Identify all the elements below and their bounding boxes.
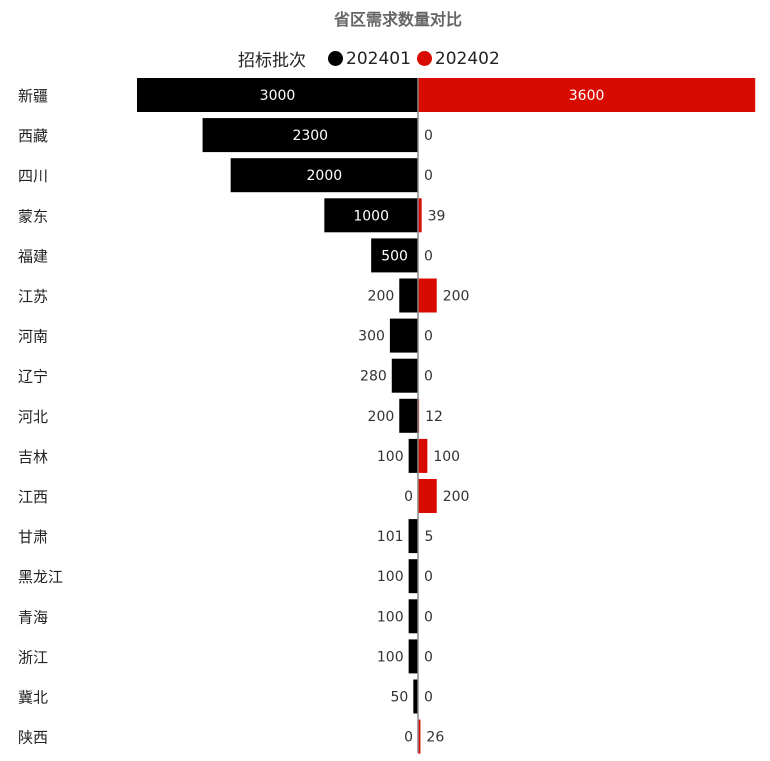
category-label: 河北 xyxy=(18,408,48,426)
data-label: 0 xyxy=(424,569,433,585)
bar-202401[interactable] xyxy=(413,679,418,714)
bar-202402[interactable] xyxy=(418,78,756,112)
bar-202401[interactable] xyxy=(408,519,418,554)
legend-label: 202401 xyxy=(346,48,411,69)
bar-202401[interactable] xyxy=(230,158,418,193)
bar-202401[interactable] xyxy=(202,118,418,153)
data-label: 200 xyxy=(368,409,395,425)
category-label: 陕西 xyxy=(18,729,48,747)
bar-202401[interactable] xyxy=(399,398,418,433)
data-label: 3000 xyxy=(260,88,296,104)
data-label: 0 xyxy=(424,329,433,345)
data-label: 100 xyxy=(433,449,460,465)
legend-marker-icon xyxy=(416,51,432,66)
data-label: 100 xyxy=(377,649,404,665)
bar-202401[interactable] xyxy=(324,198,418,233)
category-label: 浙江 xyxy=(18,648,48,666)
data-label: 0 xyxy=(424,690,433,706)
legend-title: 招标批次 xyxy=(238,51,306,71)
data-label: 300 xyxy=(358,329,385,345)
bar-202402[interactable] xyxy=(418,198,422,233)
category-label: 新疆 xyxy=(18,87,48,105)
bar-202401[interactable] xyxy=(371,238,418,273)
data-label: 500 xyxy=(381,248,408,264)
legend-marker-icon xyxy=(328,51,343,66)
legend: 招标批次 202401 202402 xyxy=(238,46,500,72)
bar-202401[interactable] xyxy=(391,358,418,393)
bar-202402[interactable] xyxy=(418,278,437,313)
data-label: 26 xyxy=(426,730,444,746)
category-label: 西藏 xyxy=(18,127,48,145)
bar-202402[interactable] xyxy=(418,479,437,513)
category-label: 冀北 xyxy=(18,689,48,707)
data-label: 50 xyxy=(390,690,408,706)
data-label: 100 xyxy=(377,569,404,585)
data-label: 5 xyxy=(424,529,433,545)
category-label: 甘肃 xyxy=(18,528,48,546)
data-label: 100 xyxy=(377,449,404,465)
legend-item-202402[interactable]: 202402 xyxy=(416,48,500,69)
data-label: 200 xyxy=(443,489,470,505)
data-label: 0 xyxy=(424,369,433,385)
bar-202402[interactable] xyxy=(418,719,421,754)
category-label: 福建 xyxy=(18,247,48,265)
bar-202401[interactable] xyxy=(408,559,418,594)
chart-title: 省区需求数量对比 xyxy=(333,10,462,29)
category-label: 蒙东 xyxy=(18,207,48,225)
category-label: 辽宁 xyxy=(18,368,48,386)
data-label: 1000 xyxy=(353,208,389,224)
data-label: 0 xyxy=(424,168,433,184)
data-label: 12 xyxy=(425,409,443,425)
data-label: 200 xyxy=(443,289,470,305)
data-label: 0 xyxy=(404,730,413,746)
data-label: 2300 xyxy=(292,128,328,144)
category-label: 江西 xyxy=(18,488,48,506)
data-label: 0 xyxy=(424,609,433,625)
category-label: 河南 xyxy=(18,328,48,346)
data-label: 0 xyxy=(424,248,433,264)
bar-202401[interactable] xyxy=(137,78,418,112)
category-label: 吉林 xyxy=(18,448,48,466)
data-label: 39 xyxy=(428,208,446,224)
category-label: 黑龙江 xyxy=(18,568,63,586)
data-label: 101 xyxy=(377,529,404,545)
bar-202401[interactable] xyxy=(408,599,418,634)
data-label: 0 xyxy=(424,649,433,665)
bar-202401[interactable] xyxy=(389,318,418,353)
data-label: 0 xyxy=(424,128,433,144)
category-label: 江苏 xyxy=(18,288,48,306)
data-label: 3600 xyxy=(569,88,605,104)
bar-202401[interactable] xyxy=(408,438,418,473)
bar-202402[interactable] xyxy=(418,438,428,473)
legend-item-202401[interactable]: 202401 xyxy=(328,49,411,69)
category-label: 青海 xyxy=(18,608,48,626)
bar-202401[interactable] xyxy=(408,639,418,674)
category-label: 四川 xyxy=(18,167,48,185)
legend-label: 202402 xyxy=(434,48,500,69)
data-label: 100 xyxy=(377,609,404,625)
data-label: 0 xyxy=(404,489,413,505)
data-label: 2000 xyxy=(307,168,343,184)
data-label: 280 xyxy=(360,369,387,385)
bar-202401[interactable] xyxy=(399,278,418,313)
data-label: 200 xyxy=(368,289,395,305)
